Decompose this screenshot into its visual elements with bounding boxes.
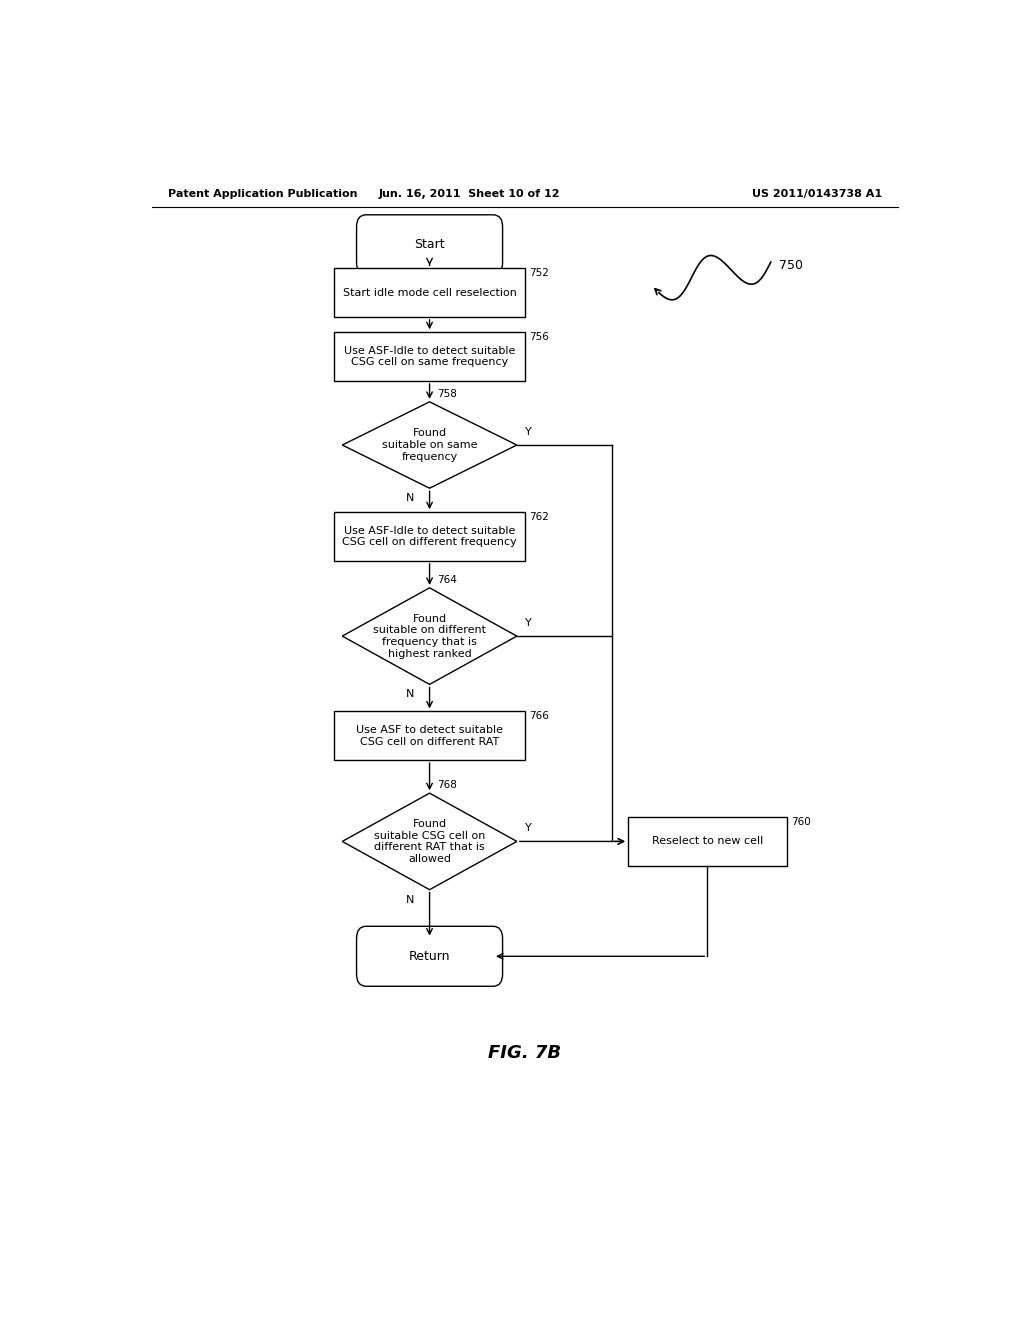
Text: 750: 750 bbox=[778, 259, 803, 272]
Polygon shape bbox=[342, 793, 517, 890]
Text: Found
suitable CSG cell on
different RAT that is
allowed: Found suitable CSG cell on different RAT… bbox=[374, 818, 485, 863]
Text: Reselect to new cell: Reselect to new cell bbox=[651, 837, 763, 846]
Text: 752: 752 bbox=[528, 268, 549, 279]
Text: 768: 768 bbox=[437, 780, 458, 791]
Text: Use ASF to detect suitable
CSG cell on different RAT: Use ASF to detect suitable CSG cell on d… bbox=[356, 725, 503, 747]
Bar bbox=[334, 333, 524, 381]
Text: Use ASF-Idle to detect suitable
CSG cell on same frequency: Use ASF-Idle to detect suitable CSG cell… bbox=[344, 346, 515, 367]
FancyBboxPatch shape bbox=[356, 215, 503, 275]
Text: Jun. 16, 2011  Sheet 10 of 12: Jun. 16, 2011 Sheet 10 of 12 bbox=[379, 189, 560, 199]
Text: 760: 760 bbox=[791, 817, 810, 828]
Text: US 2011/0143738 A1: US 2011/0143738 A1 bbox=[752, 189, 882, 199]
Text: Y: Y bbox=[524, 426, 531, 437]
Bar bbox=[334, 268, 524, 317]
Text: Y: Y bbox=[524, 618, 531, 628]
Text: N: N bbox=[406, 895, 414, 904]
Text: Patent Application Publication: Patent Application Publication bbox=[168, 189, 357, 199]
Text: FIG. 7B: FIG. 7B bbox=[488, 1044, 561, 1061]
Bar bbox=[334, 711, 524, 760]
Text: Found
suitable on different
frequency that is
highest ranked: Found suitable on different frequency th… bbox=[373, 614, 486, 659]
Polygon shape bbox=[342, 401, 517, 488]
FancyBboxPatch shape bbox=[356, 927, 503, 986]
Text: Start idle mode cell reselection: Start idle mode cell reselection bbox=[343, 288, 516, 297]
Text: N: N bbox=[406, 689, 414, 700]
Text: Y: Y bbox=[524, 824, 531, 833]
Polygon shape bbox=[342, 587, 517, 684]
Text: N: N bbox=[406, 494, 414, 503]
Text: 764: 764 bbox=[437, 574, 458, 585]
Text: 756: 756 bbox=[528, 333, 549, 342]
Text: 766: 766 bbox=[528, 711, 549, 721]
Text: Use ASF-Idle to detect suitable
CSG cell on different frequency: Use ASF-Idle to detect suitable CSG cell… bbox=[342, 525, 517, 548]
Text: Start: Start bbox=[415, 239, 444, 251]
Text: 762: 762 bbox=[528, 512, 549, 523]
Text: Return: Return bbox=[409, 950, 451, 962]
Bar bbox=[628, 817, 786, 866]
Bar bbox=[334, 512, 524, 561]
Text: Found
suitable on same
frequency: Found suitable on same frequency bbox=[382, 429, 477, 462]
Text: 758: 758 bbox=[437, 389, 458, 399]
